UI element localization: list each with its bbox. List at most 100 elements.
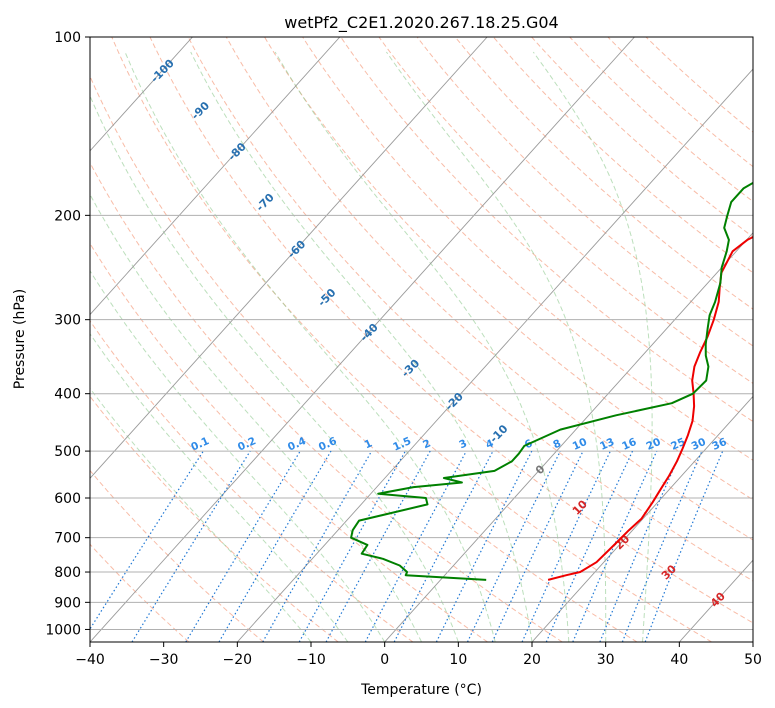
mixing-ratio-label: 3 [457,437,469,451]
dry-adiabat [645,37,753,133]
dry-adiabat [225,37,753,541]
isotherm-label: -70 [254,191,277,214]
mixing-ratio-line [262,450,373,642]
mixing-ratio-label: 8 [551,437,563,451]
mixing-ratio-label: 10 [571,436,589,453]
mixing-ratio-label: 16 [620,436,638,453]
x-tick-label: 0 [380,652,389,668]
mixing-ratio-line [599,450,682,642]
dry-adiabat [607,37,753,168]
reference-lines [90,37,753,642]
dry-adiabat [90,75,638,642]
y-tick-label: 600 [54,491,81,507]
dry-adiabat [90,161,563,642]
mixing-ratio-label: 4 [484,437,496,451]
mixing-ratio-line [491,450,584,642]
isotherm-label: -30 [399,356,422,379]
dry-adiabat [149,37,753,624]
moist-adiabat [90,193,422,642]
isotherm-line [90,37,193,152]
isotherm-line [236,68,753,642]
dry-adiabat [531,37,753,238]
warm-isotherm-label: 30 [659,562,679,582]
isotherm-label: -50 [315,286,338,309]
reference-labels: 0.1 0.2 0.4 0.6 1 1.5 2 3 4 6 8 10 13 16 20 25 30 36-100-… [148,56,728,609]
mixing-ratio-line [644,450,724,642]
dry-adiabat [90,242,488,642]
dry-adiabat [264,37,753,501]
y-tick-label: 300 [54,313,81,329]
dry-adiabat [90,395,339,642]
mixing-ratio-line [572,450,658,642]
warm-isotherm-label: 10 [570,497,590,517]
moist-adiabat [274,51,570,642]
mixing-ratio-line [466,450,561,642]
mixing-ratio-line [545,450,634,642]
x-tick-label: −10 [296,652,326,668]
x-tick-label: 20 [523,652,541,668]
moist-adiabat [385,51,607,642]
dry-adiabat [378,37,753,384]
y-tick-label: 500 [54,444,81,460]
x-tick-label: 10 [449,652,467,668]
moist-adiabat [90,94,459,642]
mixing-ratio-label: 1 [363,437,375,451]
mixing-ratio-label: 13 [598,436,616,453]
isotherm-line [90,37,341,316]
mixing-ratio-line [131,450,251,642]
isotherm-line [531,395,753,642]
dry-adiabat [302,37,753,461]
dry-adiabat [569,37,753,203]
dry-adiabat [493,37,753,274]
temperature-profile [547,235,753,581]
moist-adiabat [90,332,349,642]
mixing-ratio-line [325,450,431,642]
mixing-ratio-label: 20 [644,436,662,453]
mixing-ratio-label: 2 [421,437,433,451]
isotherm-line [384,232,753,642]
x-axis-label: Temperature (°C) [360,682,482,698]
x-tick-label: −20 [223,652,253,668]
y-tick-label: 400 [54,387,81,403]
chart-title: wetPf2_C2E1.2020.267.18.25.G04 [284,13,558,33]
dry-adiabat [111,37,712,642]
x-tick-label: 40 [670,652,688,668]
x-tick-label: −40 [75,652,105,668]
mixing-ratio-line [435,450,533,642]
dry-adiabat [416,37,753,347]
y-axis-label: Pressure (hPa) [12,289,28,389]
isotherm-line [90,37,635,642]
y-tick-label: 100 [54,30,81,46]
dry-adiabat [90,469,264,642]
plot-frame [89,36,754,643]
moist-adiabat [90,387,312,642]
isotherm-line [678,559,753,642]
mixing-ratio-line [621,450,703,642]
dry-adiabat [90,320,414,642]
y-tick-label: 800 [54,565,81,581]
mixing-ratio-line [364,450,467,642]
mixing-ratio-label: 36 [710,436,728,453]
moist-adiabat [190,51,533,642]
x-tick-label: 30 [597,652,615,668]
y-tick-label: 700 [54,531,81,547]
x-tick-label: −30 [149,652,179,668]
mixing-ratio-line [298,450,406,642]
moist-adiabat [532,51,653,642]
moist-adiabat [124,51,496,642]
dry-adiabat [454,37,753,310]
x-tick-label: 50 [744,652,762,668]
dry-adiabat [187,37,753,582]
axis-ticks: −40 −30 −20 −10 0 10 20 30 40 50 100 200 300 400 500 60… [45,30,762,668]
y-tick-label: 200 [54,208,81,224]
y-tick-label: 1000 [45,622,81,638]
mixing-ratio-line [185,450,301,642]
isotherm-label: -90 [189,99,212,122]
profile-lines [350,181,753,581]
dewpoint-profile [350,181,753,581]
isotherm-line [90,37,488,479]
moist-adiabat [90,269,386,642]
mixing-ratio-line [90,450,204,631]
